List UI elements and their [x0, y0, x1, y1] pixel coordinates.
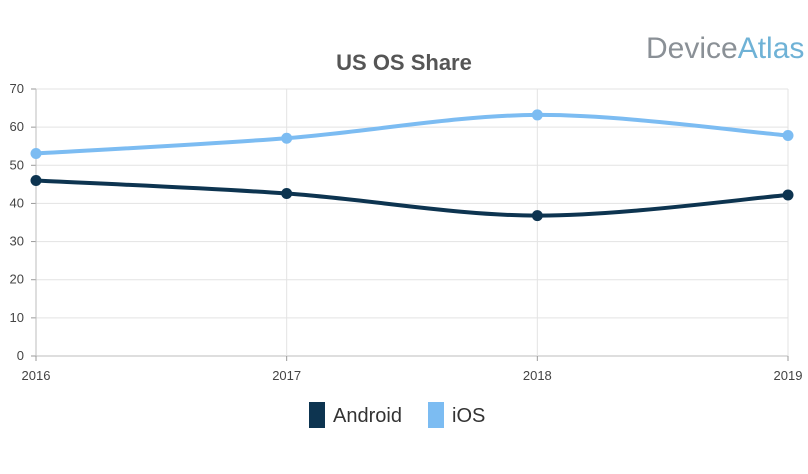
- brand-logo-part2: Atlas: [738, 32, 805, 65]
- legend-swatch-ios: [428, 402, 444, 428]
- y-tick-label: 30: [10, 234, 24, 249]
- y-tick-label: 20: [10, 272, 24, 287]
- data-point-android: [782, 189, 794, 201]
- data-point-ios: [531, 109, 543, 121]
- data-point-ios: [30, 147, 42, 159]
- x-tick-label: 2018: [523, 368, 552, 383]
- x-tick-label: 2016: [22, 368, 51, 383]
- x-tick-label: 2019: [774, 368, 803, 383]
- y-tick-label: 60: [10, 119, 24, 134]
- data-point-ios: [281, 132, 293, 144]
- brand-logo: DeviceAtlas: [646, 32, 804, 65]
- data-point-android: [30, 175, 42, 187]
- y-tick-label: 10: [10, 310, 24, 325]
- legend-swatch-android: [309, 402, 325, 428]
- chart-title: US OS Share: [336, 50, 472, 75]
- axes: 0 10 20 30 40 50 60 70 2016 2017 2018 2019: [10, 81, 803, 383]
- data-point-android: [531, 210, 543, 222]
- series-group: [30, 109, 794, 222]
- data-point-android: [281, 188, 293, 200]
- gridlines: [35, 88, 789, 357]
- y-tick-label: 70: [10, 81, 24, 96]
- brand-logo-part1: Device: [646, 32, 738, 65]
- series-line-android: [34, 178, 790, 218]
- x-tick-label: 2017: [272, 368, 301, 383]
- y-tick-label: 50: [10, 157, 24, 172]
- legend: Android iOS: [309, 402, 485, 428]
- data-point-ios: [782, 130, 794, 142]
- series-line-ios: [34, 112, 790, 156]
- legend-label-android: Android: [333, 405, 402, 427]
- y-tick-label: 0: [17, 348, 24, 363]
- y-tick-label: 40: [10, 195, 24, 210]
- legend-label-ios: iOS: [452, 405, 485, 427]
